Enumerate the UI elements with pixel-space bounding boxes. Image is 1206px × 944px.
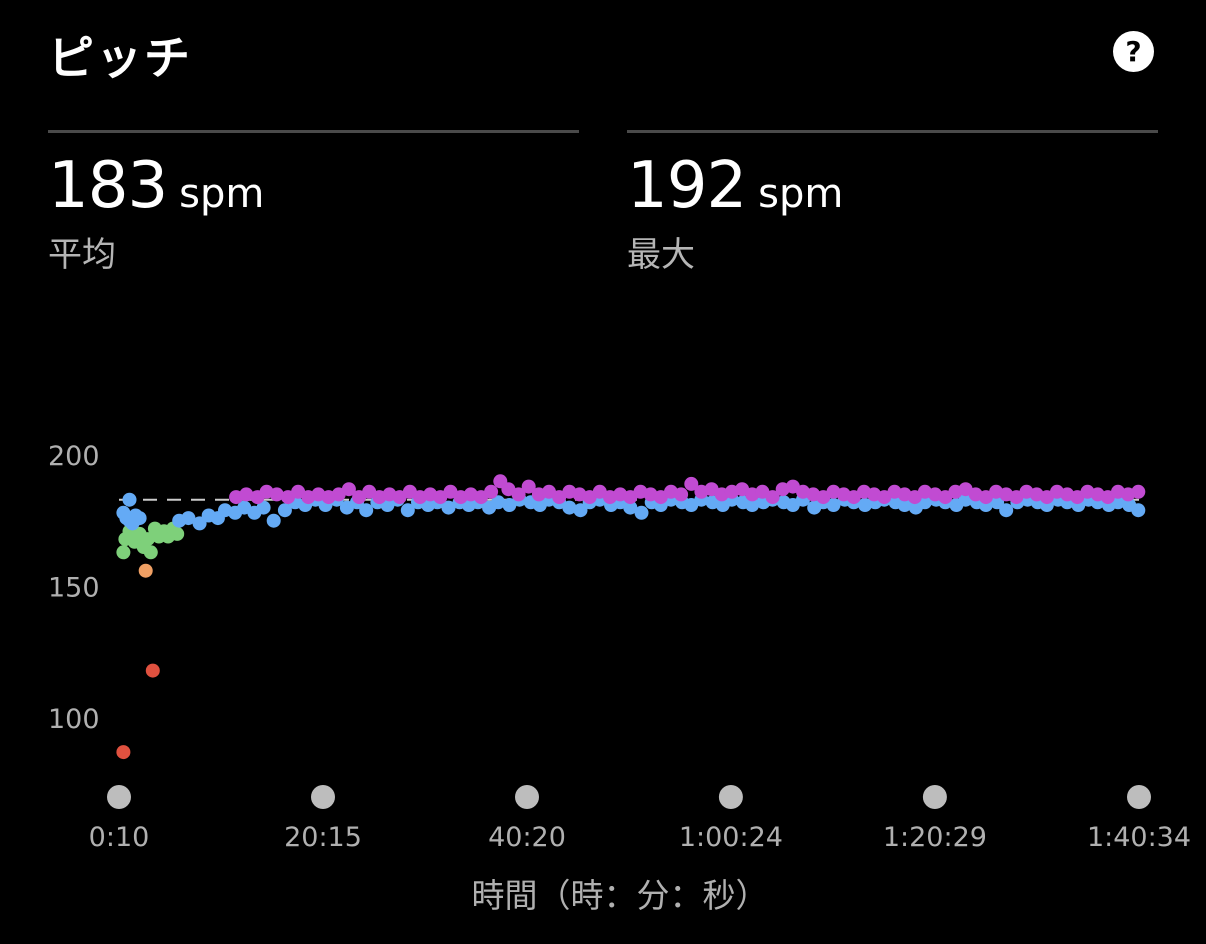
y-tick-label: 150 xyxy=(48,572,100,603)
y-tick-label: 100 xyxy=(48,704,100,735)
data-point-purple xyxy=(511,487,526,502)
data-point-blue xyxy=(277,503,292,518)
max-value-row: 192 spm xyxy=(627,151,1158,221)
data-point-blue xyxy=(181,511,196,526)
data-point-blue xyxy=(132,511,147,526)
data-point-blue xyxy=(491,495,506,510)
data-point-orange xyxy=(138,563,153,578)
data-point-blue xyxy=(826,498,841,512)
data-point-blue xyxy=(1131,503,1146,518)
data-point-blue xyxy=(359,503,374,518)
data-point-blue xyxy=(990,495,1005,510)
x-axis-label: 時間（時：分：秒） xyxy=(472,876,769,915)
data-point-blue xyxy=(897,498,912,512)
data-point-blue xyxy=(999,503,1014,518)
data-point-purple xyxy=(684,476,699,491)
data-point-blue xyxy=(634,505,649,520)
x-tick-label: 0:10 xyxy=(89,822,150,853)
average-value-row: 183 spm xyxy=(48,151,579,221)
data-point-purple xyxy=(521,479,536,494)
data-points xyxy=(116,474,1146,760)
data-point-blue xyxy=(192,516,207,531)
x-tick-label: 20:15 xyxy=(284,822,362,853)
max-stat: 192 spm 最大 xyxy=(627,130,1158,276)
average-stat: 183 spm 平均 xyxy=(48,130,579,276)
max-value: 192 xyxy=(627,149,747,223)
x-tick-marker xyxy=(718,785,743,809)
data-point-blue xyxy=(256,500,271,515)
data-point-red xyxy=(116,745,131,760)
x-tick-label: 1:00:24 xyxy=(679,822,783,853)
max-unit: spm xyxy=(758,171,844,217)
average-value: 183 xyxy=(48,149,168,223)
data-point-blue xyxy=(745,498,760,512)
data-point-purple xyxy=(484,484,499,499)
max-label: 最大 xyxy=(627,235,695,275)
x-tick-marker xyxy=(311,785,335,809)
data-point-blue xyxy=(573,503,588,518)
x-tick-marker xyxy=(107,785,131,809)
data-point-purple xyxy=(239,487,254,502)
y-axis-ticks: 200 150 100 xyxy=(48,441,100,735)
x-tick-label: 1:20:29 xyxy=(883,822,987,853)
data-point-purple xyxy=(269,487,284,502)
data-point-green xyxy=(116,545,131,560)
data-point-blue xyxy=(122,492,137,507)
data-point-green xyxy=(143,545,158,560)
data-point-purple xyxy=(341,482,356,497)
help-button[interactable]: ? xyxy=(1113,31,1154,72)
question-icon: ? xyxy=(1125,35,1142,68)
data-point-blue xyxy=(400,503,415,518)
data-point-purple xyxy=(765,490,780,505)
page-title: ピッチ xyxy=(48,31,192,85)
data-point-green xyxy=(140,532,155,547)
x-tick-label: 40:20 xyxy=(488,822,566,853)
data-point-blue xyxy=(441,500,456,515)
x-axis-ticks: 0:10 20:15 40:20 1:00:24 1:20:29 1:40:34 xyxy=(89,785,1191,853)
x-tick-label: 1:40:34 xyxy=(1087,822,1191,853)
average-unit: spm xyxy=(179,171,265,217)
x-tick-marker xyxy=(1127,785,1151,809)
data-point-purple xyxy=(1131,484,1146,499)
data-point-red xyxy=(145,663,160,678)
x-tick-marker xyxy=(922,785,947,809)
data-point-blue xyxy=(623,500,638,515)
data-point-green xyxy=(170,526,185,541)
data-point-blue xyxy=(266,513,281,528)
y-tick-label: 200 xyxy=(48,441,100,472)
data-point-purple xyxy=(674,487,689,502)
average-label: 平均 xyxy=(48,235,116,275)
x-tick-marker xyxy=(515,785,539,809)
data-point-blue xyxy=(562,500,577,515)
